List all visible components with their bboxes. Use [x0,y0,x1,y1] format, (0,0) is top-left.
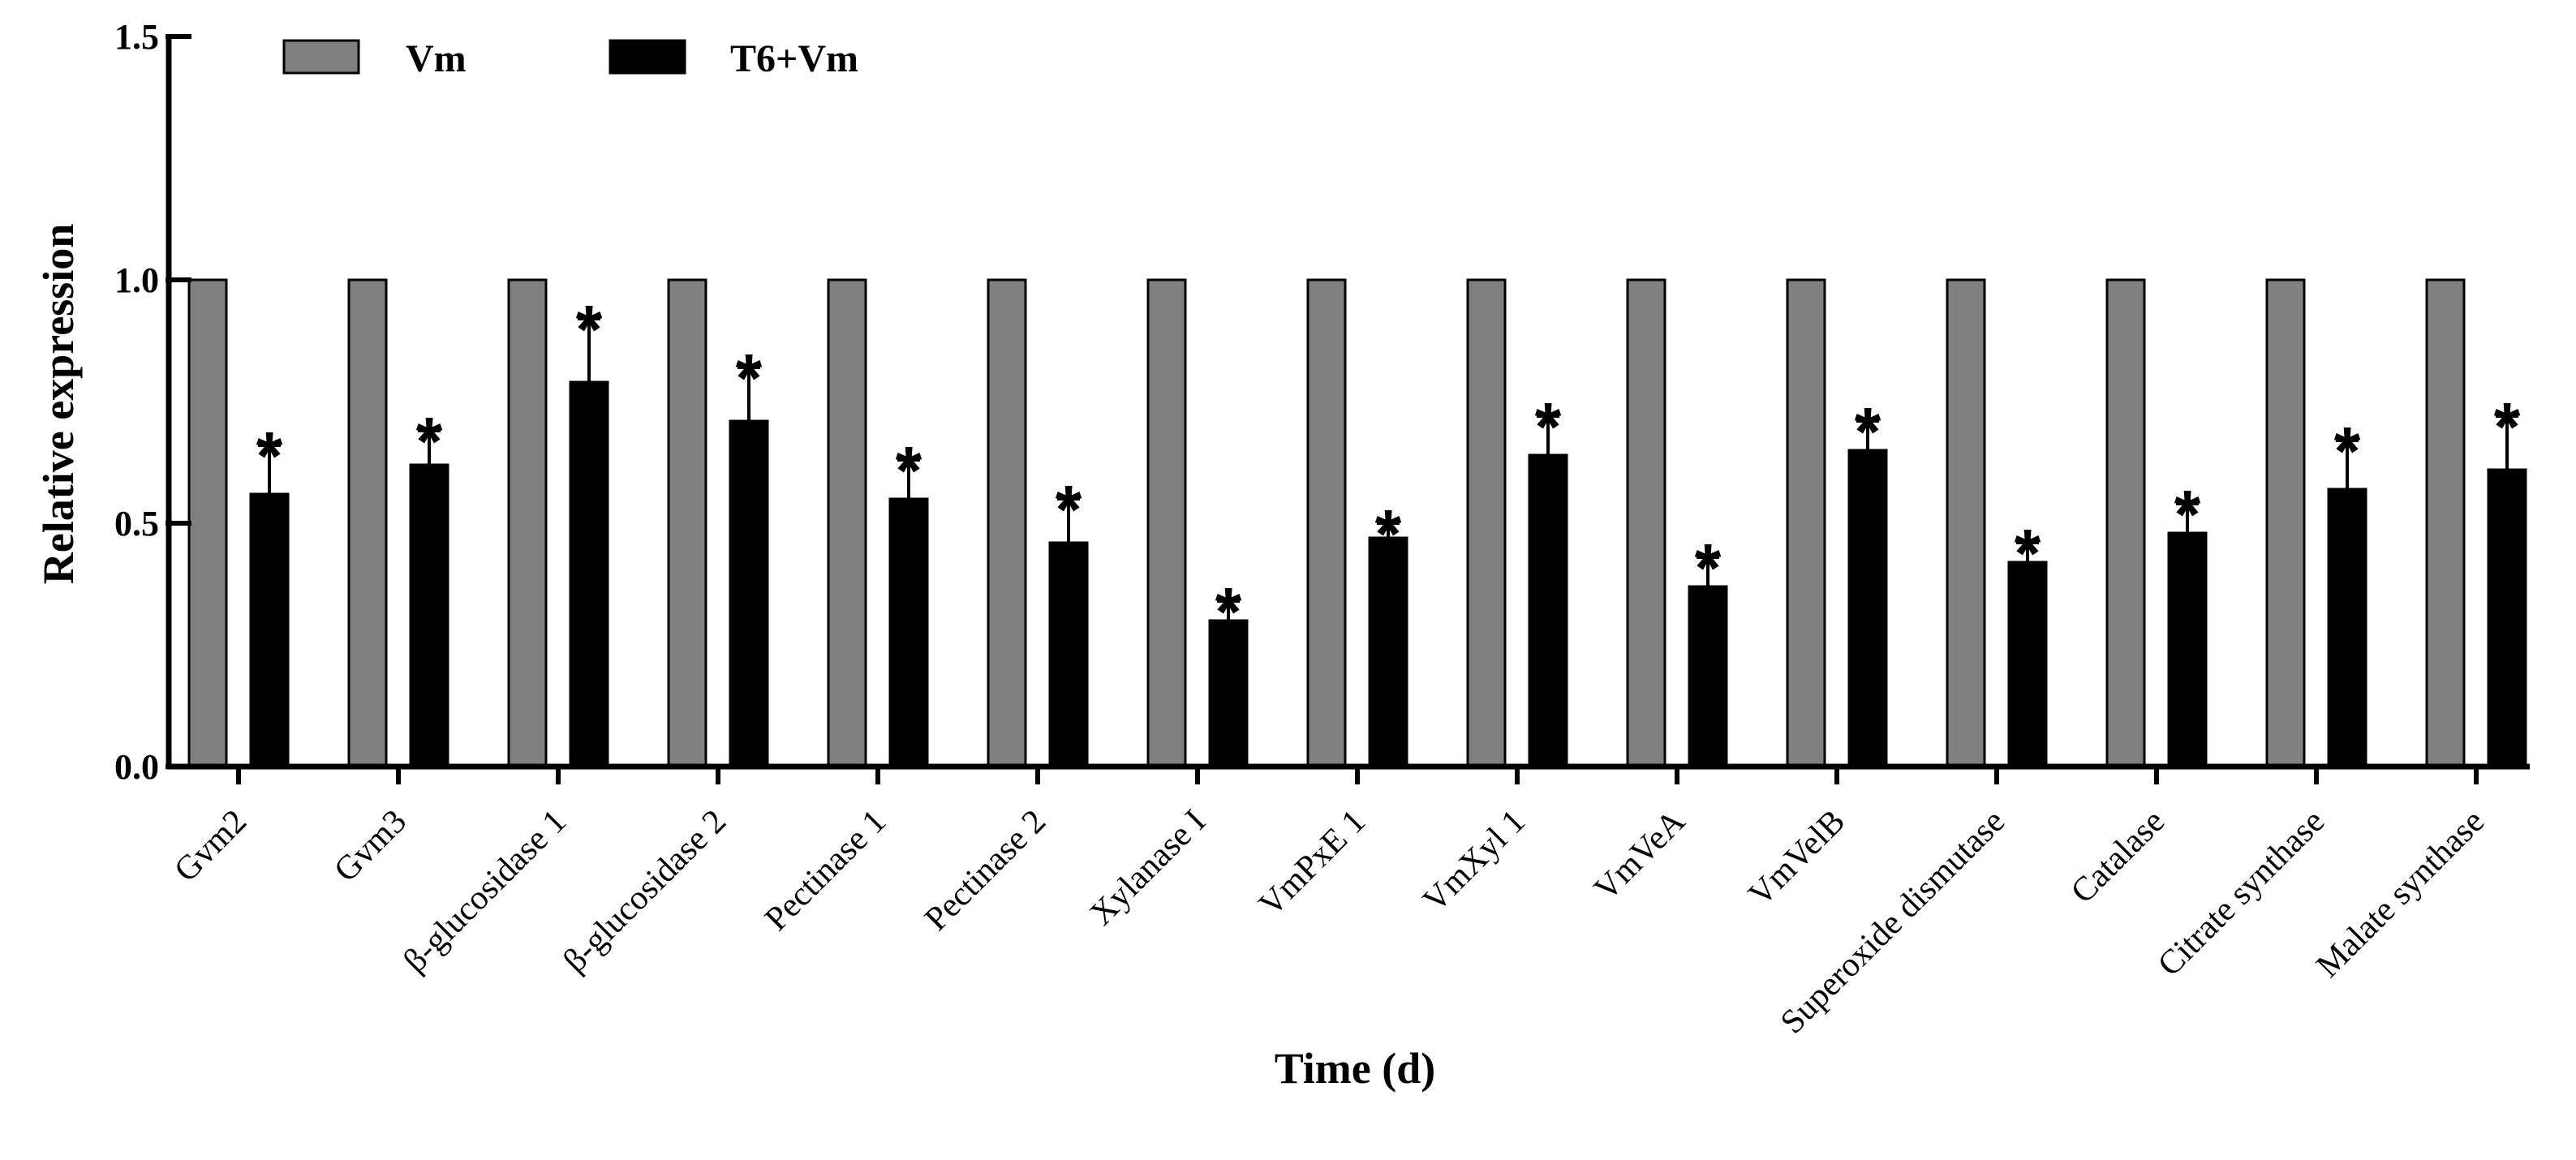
significance-marker-cat-1: * [416,403,443,479]
bar-vm-cat-7 [1306,278,1347,768]
significance-marker-cat-12: * [2174,476,2201,552]
significance-marker-cat-5: * [1056,471,1082,548]
y-tick-label-0: 0.0 [114,747,159,787]
significance-marker-cat-8: * [1535,389,1562,465]
x-tick-label-cat-12: Catalase [2064,803,2172,911]
significance-marker-cat-13: * [2334,413,2361,489]
x-tick-label-cat-4: Pectinase 1 [758,803,893,939]
y-tick-label-2: 1.0 [114,260,159,300]
bar-vm-cat-5 [987,278,1027,768]
bar-t6vm-cat-8 [1528,453,1568,768]
x-tick-label-cat-2: β-glucosidase 1 [397,803,574,980]
bar-vm-cat-8 [1466,278,1507,768]
x-tick-label-cat-0: Gvm2 [167,803,254,890]
legend-swatch-1 [609,39,686,75]
bar-vm-cat-6 [1146,278,1187,768]
x-tick-label-cat-10: VmVelB [1742,803,1852,913]
significance-marker-cat-0: * [256,418,283,494]
bar-t6vm-cat-0 [249,492,290,768]
bar-t6vm-cat-14 [2487,468,2527,768]
bar-vm-cat-12 [2105,278,2146,768]
bar-vm-cat-14 [2425,278,2466,768]
bar-t6vm-cat-1 [409,463,449,768]
legend-label-0: Vm [406,37,467,80]
legend-swatch-0 [282,39,360,75]
bar-t6vm-cat-4 [888,497,929,768]
bar-vm-cat-13 [2265,278,2306,768]
x-tick-label-cat-8: VmXyl 1 [1416,803,1533,920]
x-tick-label-cat-13: Citrate synthase [2151,803,2332,984]
y-axis-title: Relative expression [34,224,83,584]
bar-t6vm-cat-11 [2007,561,2048,768]
significance-marker-cat-10: * [1855,393,1881,470]
bars-group: * * * * * * * * * * * * * * * [187,278,2527,768]
bar-t6vm-cat-9 [1688,585,1728,768]
bar-t6vm-cat-6 [1208,619,1249,768]
significance-marker-cat-3: * [736,340,763,416]
bar-vm-cat-0 [187,278,228,768]
x-tick-label-cat-1: Gvm3 [327,803,414,890]
bar-vm-cat-10 [1786,278,1826,768]
legend-label-1: T6+Vm [730,37,858,80]
bar-vm-cat-4 [827,278,867,768]
bar-vm-cat-11 [1946,278,1986,768]
bar-t6vm-cat-13 [2327,488,2367,768]
bar-t6vm-cat-12 [2167,531,2208,768]
significance-marker-cat-11: * [2015,515,2041,591]
bar-vm-cat-2 [507,278,548,768]
x-tick-label-cat-7: VmPxE 1 [1252,803,1373,924]
bar-vm-cat-3 [667,278,707,768]
x-tick-label-cat-3: β-glucosidase 2 [557,803,733,980]
bar-t6vm-cat-7 [1368,536,1408,768]
significance-marker-cat-6: * [1215,574,1242,650]
significance-marker-cat-9: * [1695,530,1722,606]
significance-marker-cat-7: * [1375,496,1402,572]
significance-marker-cat-14: * [2494,389,2521,465]
bar-t6vm-cat-3 [729,419,769,768]
y-tick-label-1: 0.5 [114,504,159,543]
significance-marker-cat-2: * [576,291,603,367]
x-tick-label-cat-6: Xylanase I [1083,803,1213,933]
bar-t6vm-cat-5 [1048,541,1089,768]
x-tick-label-cat-5: Pectinase 2 [918,803,1053,939]
x-tick-label-cat-9: VmVeA [1587,802,1692,908]
x-tick-label-cat-14: Malate synthase [2309,803,2492,986]
legend: Vm T6+Vm [282,37,858,80]
bar-vm-cat-1 [347,278,388,768]
bar-t6vm-cat-2 [569,380,609,768]
significance-marker-cat-4: * [896,432,922,509]
bar-vm-cat-9 [1626,278,1666,768]
x-axis-title: Time (d) [1275,1044,1436,1093]
y-tick-label-3: 1.5 [114,17,159,57]
bar-t6vm-cat-10 [1847,449,1888,768]
